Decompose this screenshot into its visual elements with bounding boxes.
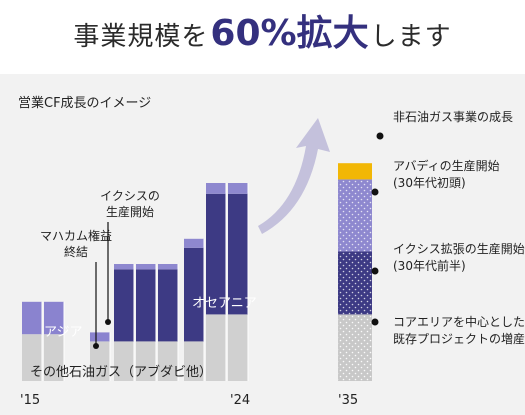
bar-2024-series-3 (228, 183, 248, 194)
right-label-abadi-line1: アバディの生産開始 (393, 158, 500, 173)
annotation-ichthys-line2: 生産開始 (106, 204, 154, 219)
label-oceania: オセアニア (192, 296, 257, 311)
bar-2020-series-3 (136, 264, 156, 270)
bar-2019-series-3 (114, 264, 134, 270)
bar-2017-series-1 (44, 301, 64, 335)
bar-2018-series-0 (90, 341, 110, 381)
x-label-2035: '35 (338, 393, 358, 408)
growth-arrow-icon (258, 118, 330, 234)
bar-2020-series-2 (136, 269, 156, 342)
bar-2015-series-1 (22, 301, 42, 335)
label-other-oil-gas: その他石油ガス（アブダビ他） (30, 364, 212, 380)
right-label-ichthys-ext-line2: (30年代前半) (393, 258, 466, 273)
chart-panel (0, 74, 525, 415)
leader-mahakam-dot (93, 343, 99, 349)
bar-2022-series-2 (184, 247, 204, 342)
right-labels: 非石油ガス事業の成長 アバディの生産開始 (30年代初頭) イクシス拡張の生産開… (371, 110, 525, 346)
chart-title: 営業CF成長のイメージ (18, 95, 151, 111)
right-label-core-line2: 既存プロジェクトの増産等 (393, 331, 525, 346)
right-dot-non-oil-gas (376, 132, 384, 140)
projection-segment-dots-0 (338, 314, 372, 381)
leader-ichthys-dot (105, 319, 111, 325)
bar-2022-series-0 (184, 341, 204, 381)
right-label-non-oil-gas: 非石油ガス事業の成長 (393, 110, 513, 124)
bar-2021-series-2 (158, 269, 178, 342)
bar-2017-series-0 (44, 334, 64, 381)
projection-bar (338, 163, 372, 381)
bar-2019-series-2 (114, 269, 134, 342)
bar-2018-series-1 (90, 332, 110, 342)
right-dot-ichthys-ext (371, 267, 379, 275)
bar-2024-series-2 (228, 193, 248, 315)
headline-emphasis: 60%拡大 (210, 13, 369, 54)
projection-segment-dots-1 (338, 251, 372, 315)
right-label-ichthys-ext-line1: イクシス拡張の生産開始 (393, 241, 525, 256)
annotation-mahakam-line2: 終結 (64, 244, 88, 259)
bar-2019-series-0 (114, 341, 134, 381)
bar-2021-series-3 (158, 264, 178, 270)
bar-2024-series-0 (228, 314, 248, 381)
projection-segment-3 (338, 163, 372, 180)
headline: 事業規模を 60%拡大 します (0, 4, 525, 64)
bar-2021-series-0 (158, 341, 178, 381)
x-label-2024: '24 (230, 393, 250, 408)
annotation-mahakam-line1: マハカム権益 (40, 228, 112, 243)
x-label-2015: '15 (20, 393, 40, 408)
headline-part3: します (370, 22, 452, 52)
right-dot-core (371, 318, 379, 326)
bar-2015-series-0 (22, 334, 42, 381)
projection-segment-dots-2 (338, 179, 372, 252)
bar-2023-series-0 (206, 314, 226, 381)
headline-part1: 事業規模を (73, 22, 209, 52)
label-asia: アジア (44, 325, 82, 340)
bar-2023-series-3 (206, 183, 226, 194)
bar-2023-series-2 (206, 193, 226, 315)
annotation-ichthys-line1: イクシスの (100, 189, 160, 203)
right-label-core-line1: コアエリアを中心とした (393, 314, 525, 329)
right-label-abadi-line2: (30年代初頭) (393, 176, 466, 190)
bar-2022-series-3 (184, 238, 204, 248)
right-dot-abadi (371, 188, 379, 196)
history-bars (22, 183, 249, 381)
bar-2020-series-0 (136, 341, 156, 381)
